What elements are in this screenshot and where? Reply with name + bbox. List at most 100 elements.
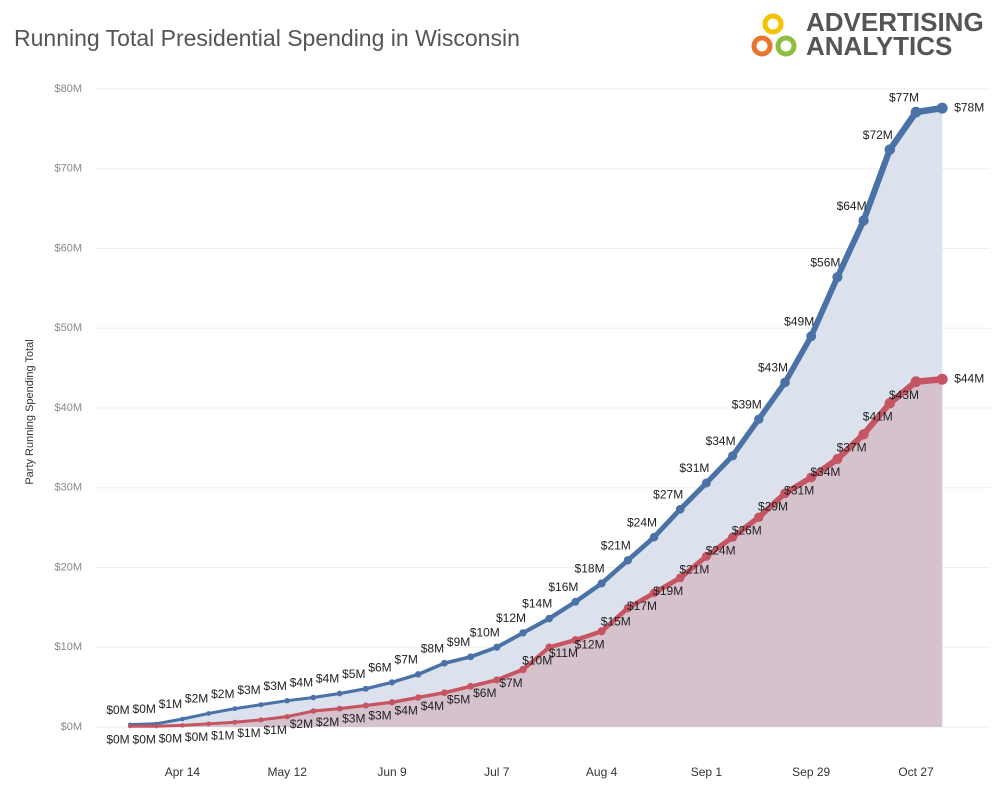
point (701, 478, 711, 488)
point (649, 588, 659, 598)
x-tick-label: Jul 7 (484, 765, 510, 779)
line-segment (285, 709, 315, 718)
line-segment (207, 721, 236, 725)
data-label: $16M (548, 580, 578, 594)
area (130, 379, 943, 727)
line-segment (625, 590, 657, 611)
line-segment (547, 637, 578, 650)
data-label: $4M (395, 704, 418, 718)
line-segment (808, 456, 841, 481)
data-label: $0M (185, 730, 208, 744)
line-segment (233, 703, 263, 710)
point (754, 414, 764, 424)
line-segment (285, 696, 315, 702)
line-segment (207, 707, 236, 715)
line-segment (468, 678, 499, 689)
line-segment (494, 630, 525, 650)
line-segment (886, 378, 920, 407)
line-segment (312, 707, 341, 713)
data-label: $21M (679, 563, 709, 577)
y-tick-label: $30M (54, 482, 82, 494)
line-segment (651, 506, 683, 540)
point (414, 694, 422, 701)
data-label: $72M (863, 128, 893, 142)
line-segment (782, 333, 815, 386)
point (936, 102, 948, 114)
y-tick-label: $60M (54, 242, 82, 254)
point (493, 643, 501, 651)
line-segment (834, 217, 867, 281)
x-tick-label: Sep 1 (691, 765, 723, 779)
line-segment (181, 712, 210, 721)
data-label: $29M (758, 500, 788, 514)
point (519, 629, 527, 637)
data-label: $0M (106, 732, 129, 746)
chart-title: Running Total Presidential Spending in W… (14, 25, 520, 51)
x-tick-label: Apr 14 (165, 765, 201, 779)
x-tick-label: Oct 27 (898, 765, 934, 779)
data-label: $21M (601, 538, 631, 552)
y-tick-label: $70M (54, 163, 82, 175)
point (910, 106, 922, 118)
data-label: $0M (133, 732, 156, 746)
data-label: $4M (316, 672, 339, 686)
line-segment (834, 431, 867, 463)
y-tick-label: $10M (54, 641, 82, 653)
data-label: $6M (473, 686, 496, 700)
point (310, 708, 317, 714)
data-label: $2M (185, 692, 208, 706)
data-label: $12M (496, 611, 526, 625)
point (884, 144, 896, 155)
data-label: $1M (211, 728, 234, 742)
logo-text: ANALYTICS (806, 31, 952, 61)
point (493, 676, 501, 684)
line-segment (886, 108, 920, 153)
line-segment (129, 722, 158, 726)
data-label: $64M (837, 199, 867, 213)
data-label: $6M (368, 661, 391, 675)
point (780, 377, 790, 388)
data-label: $1M (264, 723, 287, 737)
point (728, 451, 738, 461)
point (858, 429, 869, 440)
data-label: $19M (653, 584, 683, 598)
data-label: $43M (889, 388, 919, 402)
data-label: $44M (954, 371, 984, 385)
y-axis-label: Party Running Spending Total (24, 339, 36, 484)
point (649, 532, 659, 542)
point (232, 719, 238, 725)
data-label: $78M (954, 100, 984, 114)
line-segment (442, 655, 473, 665)
data-label: $31M (784, 484, 814, 498)
point (467, 682, 475, 690)
point (414, 671, 422, 678)
line-segment (468, 645, 499, 659)
point (884, 397, 896, 409)
point (336, 690, 343, 697)
logo-icon (751, 13, 797, 57)
line-segment (677, 553, 709, 581)
line-segment (494, 667, 525, 682)
data-label: $3M (237, 683, 260, 697)
line-segment (703, 534, 736, 559)
line-segment (442, 684, 473, 695)
data-label: $56M (810, 255, 840, 269)
line-segment (703, 453, 736, 486)
data-label: $2M (290, 717, 313, 731)
line-segment (259, 715, 289, 722)
y-tick-label: $80M (54, 83, 82, 95)
line-segment (782, 474, 815, 497)
line-segment (547, 599, 578, 621)
data-label: $18M (575, 562, 605, 576)
data-label: $27M (653, 487, 683, 501)
point (780, 488, 790, 499)
data-label: $1M (159, 697, 182, 711)
point (232, 706, 238, 712)
data-label: $17M (627, 599, 657, 613)
data-label: $12M (575, 637, 605, 651)
point (206, 711, 211, 716)
data-label: $10M (470, 625, 500, 639)
point (180, 723, 185, 728)
point (675, 504, 685, 514)
line-segment (729, 416, 762, 459)
